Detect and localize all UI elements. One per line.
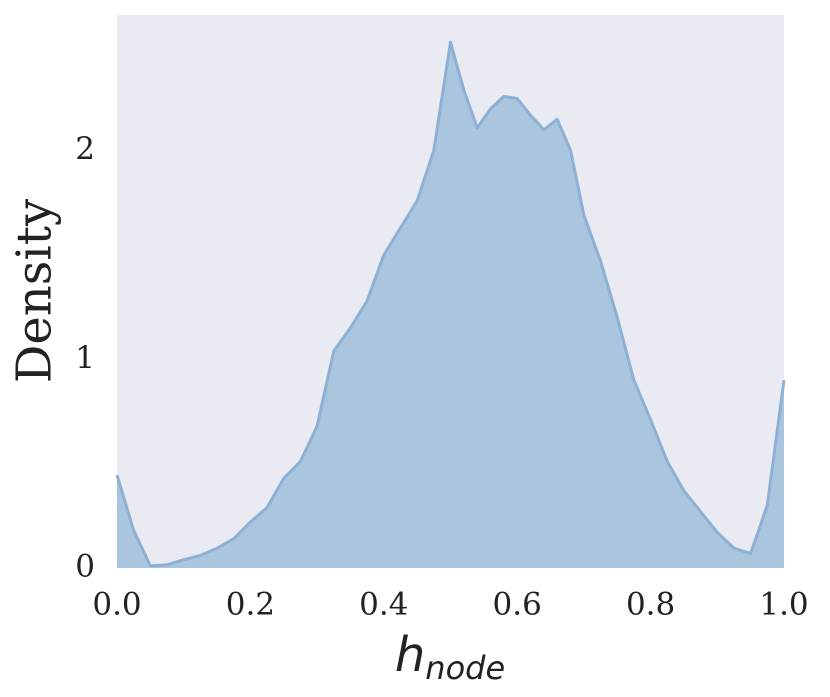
y-tick-label: 2 — [75, 131, 95, 167]
x-axis-label: hnode — [395, 627, 505, 687]
y-axis-label: Density — [7, 199, 63, 383]
density-area — [117, 42, 784, 569]
x-tick-label: 0.8 — [626, 587, 675, 623]
y-tick-label: 0 — [75, 549, 95, 585]
x-axis-label-sub: node — [425, 649, 505, 687]
x-tick-label: 0.4 — [359, 587, 408, 623]
x-tick-label: 0.2 — [226, 587, 275, 623]
y-tick-label: 1 — [75, 340, 95, 376]
x-tick-label: 1.0 — [759, 587, 808, 623]
density-line — [115, 40, 786, 568]
x-tick-label: 0.0 — [92, 587, 141, 623]
x-tick-label: 0.6 — [493, 587, 542, 623]
x-axis-label-main: h — [395, 627, 425, 683]
